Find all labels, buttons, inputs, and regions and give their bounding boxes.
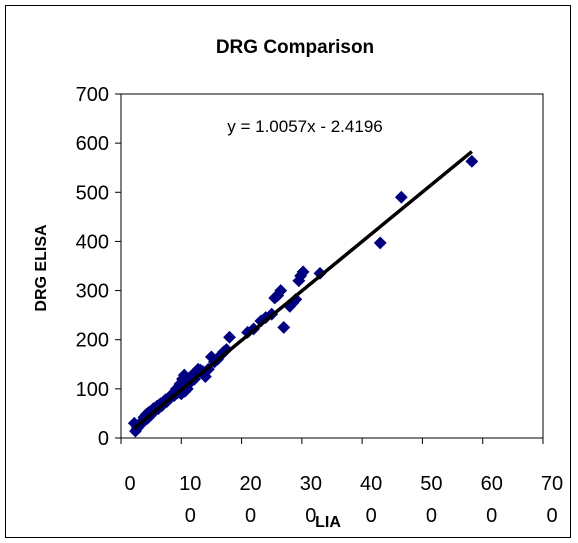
y-tick-label: 700 bbox=[76, 84, 109, 106]
data-point bbox=[296, 265, 310, 279]
x-tick-label-wrap: 0 bbox=[185, 505, 196, 527]
y-tick-label: 100 bbox=[76, 379, 109, 401]
data-point bbox=[223, 330, 236, 344]
x-tick-label-wrap: 0 bbox=[245, 505, 256, 527]
x-tick-label: 70 bbox=[541, 473, 563, 495]
data-point bbox=[277, 321, 291, 334]
x-tick-label: 40 bbox=[360, 473, 382, 495]
x-tick-label: 60 bbox=[481, 473, 503, 495]
x-tick-label: 20 bbox=[239, 473, 261, 495]
trendline bbox=[133, 150, 473, 430]
x-tick-label: 50 bbox=[420, 473, 442, 495]
chart-title: DRG Comparison bbox=[216, 37, 374, 58]
y-axis-label: DRG ELISA bbox=[33, 224, 50, 312]
y-tick-label: 400 bbox=[76, 231, 109, 253]
x-axis-label: LIA bbox=[315, 514, 341, 531]
y-tick-label: 500 bbox=[76, 182, 109, 204]
y-tick-label: 600 bbox=[76, 133, 109, 155]
x-tick-label-wrap: 0 bbox=[305, 505, 316, 527]
y-axis: 0 100 200 300 400 500 600 700 bbox=[76, 84, 121, 450]
x-tick-label-wrap: 0 bbox=[546, 505, 557, 527]
x-axis: 0 10 0 20 0 30 0 40 0 50 0 60 0 70 0 bbox=[120, 438, 563, 527]
y-tick-label: 0 bbox=[98, 428, 109, 450]
data-point bbox=[465, 154, 479, 168]
y-tick-label: 200 bbox=[76, 330, 109, 352]
x-tick-label-wrap: 0 bbox=[426, 505, 437, 527]
y-tick-label: 300 bbox=[76, 281, 109, 303]
trendline-equation: y = 1.0057x - 2.4196 bbox=[227, 117, 382, 136]
x-tick-label: 30 bbox=[300, 473, 322, 495]
data-point bbox=[394, 190, 408, 204]
data-point bbox=[274, 284, 288, 297]
data-point bbox=[373, 236, 387, 250]
x-tick-label-wrap: 0 bbox=[486, 505, 497, 527]
x-tick-label: 0 bbox=[124, 473, 135, 495]
x-tick-label-wrap: 0 bbox=[366, 505, 377, 527]
x-tick-label: 10 bbox=[179, 473, 201, 495]
